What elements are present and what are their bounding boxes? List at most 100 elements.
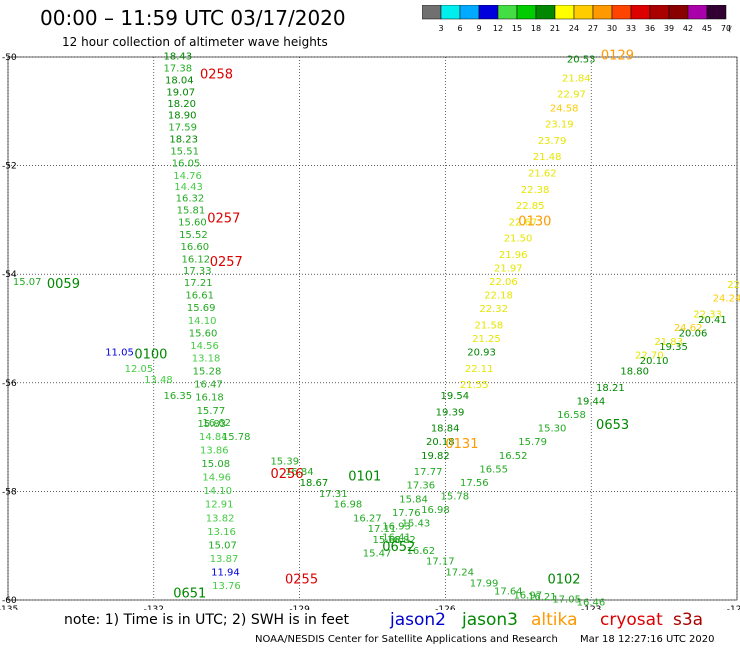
page-title: 00:00 – 11:59 UTC 03/17/2020 (40, 6, 346, 30)
colorbar-label: 33 (626, 24, 636, 33)
data-label: 17.77 (414, 467, 443, 478)
legend-jason2: jason2 (390, 610, 446, 630)
x-tick-label: -123 (581, 605, 601, 610)
y-tick-label: -56 (2, 379, 17, 389)
data-label: 15.51 (170, 147, 199, 158)
pass-time-label: 0652 (382, 540, 415, 555)
data-label: 16.61 (185, 291, 214, 302)
data-label: 15.08 (201, 459, 230, 470)
data-label: 17.11 (368, 524, 397, 535)
data-label: 22.67 (509, 217, 538, 228)
x-tick-label: -120 (727, 605, 740, 610)
pass-time-label: 0101 (348, 470, 381, 485)
data-label: 16.32 (176, 193, 205, 204)
data-label: 16.84 (285, 467, 314, 478)
data-label: 16.52 (499, 451, 528, 462)
footer-note: note: 1) Time is in UTC; 2) SWH is in fe… (64, 612, 350, 628)
data-label: 22.06 (489, 277, 518, 288)
colorbar-label: 70 (721, 24, 731, 33)
data-label: 16.60 (181, 242, 210, 253)
data-label: 20.10 (640, 356, 669, 367)
colorbar-label: 30 (607, 24, 617, 33)
colorbar-label: 36 (645, 24, 655, 33)
pass-time-label: 0059 (47, 277, 80, 292)
y-tick-label: -58 (2, 487, 17, 497)
data-label: 14.96 (202, 473, 231, 484)
data-label: 13.86 (200, 445, 229, 456)
pass-time-label: 0130 (518, 214, 551, 229)
colorbar-label: 15 (512, 24, 522, 33)
data-label: 22.11 (465, 364, 494, 375)
data-label: 20.06 (679, 329, 708, 340)
colorbar-swatch (706, 5, 727, 20)
colorbar-label: 21 (550, 24, 560, 33)
data-label: 19.82 (421, 451, 450, 462)
data-label: 17.76 (392, 508, 421, 519)
data-label: 16.21 (528, 592, 557, 603)
data-label: 21.96 (499, 250, 528, 261)
data-label: 16.97 (513, 590, 542, 601)
data-label: 19.07 (166, 88, 195, 99)
data-label: 15.28 (193, 367, 222, 378)
data-label: 13.18 (192, 354, 221, 365)
data-label: 15.69 (187, 303, 216, 314)
data-label: 16.93 (382, 521, 411, 532)
colorbar-label: 39 (664, 24, 674, 33)
data-label: 17.36 (407, 481, 436, 492)
data-label: 15.43 (402, 519, 431, 530)
data-label: 17.64 (494, 587, 523, 598)
data-label: 19.44 (577, 397, 606, 408)
timestamp-text: Mar 18 12:27:16 UTC 2020 (580, 634, 715, 645)
x-tick-label: -126 (435, 605, 456, 610)
pass-time-label: 0653 (596, 418, 629, 433)
data-label: 15.81 (177, 205, 206, 216)
data-label: 16.12 (182, 254, 211, 265)
pass-time-label: 0256 (270, 467, 303, 482)
colorbar-label: 18 (531, 24, 541, 33)
data-label: 16.27 (353, 513, 382, 524)
credit-text: NOAA/NESDIS Center for Satellite Applica… (255, 634, 558, 645)
legend-s3a: s3a (673, 610, 704, 630)
data-label: 13.16 (207, 527, 236, 538)
pass-time-label: 0131 (445, 437, 478, 452)
data-label: 11.94 (211, 568, 240, 579)
data-label: 16.58 (557, 410, 586, 421)
data-label: 22.3 (727, 280, 740, 291)
data-label: 20.18 (426, 437, 455, 448)
data-label: 19.54 (441, 391, 470, 402)
data-label: 22.18 (484, 291, 513, 302)
colorbar-label: 9 (476, 24, 481, 33)
colorbar-label: 12 (493, 24, 503, 33)
data-label: 17.99 (470, 578, 499, 589)
data-label: 14.43 (174, 182, 203, 193)
colorbar-label: 27 (588, 24, 598, 33)
legend-altika: altika (531, 610, 578, 630)
data-label: 16.41 (382, 532, 411, 543)
data-label: 15.47 (363, 549, 392, 560)
data-label: 16.35 (164, 391, 193, 402)
data-label: 16.05 (172, 159, 201, 170)
colorbar-label: 3 (438, 24, 443, 33)
data-label: 14.10 (203, 486, 232, 497)
pass-time-label: 0129 (601, 49, 634, 64)
data-label: 24.62 (674, 323, 703, 334)
data-label: 17.38 (164, 64, 193, 75)
data-label: 15.52 (179, 230, 208, 241)
data-label: 18.21 (596, 383, 625, 394)
colorbar-label: (ft) (728, 24, 732, 33)
x-tick-label: -132 (144, 605, 164, 610)
data-label: 16.55 (479, 464, 508, 475)
data-label: 21.55 (460, 380, 489, 391)
footer-note-line: note: 1) Time is in UTC; 2) SWH is in fe… (0, 610, 740, 634)
data-label: 21.58 (475, 321, 504, 332)
data-label: 20.41 (698, 315, 727, 326)
data-label: 21.97 (494, 263, 523, 274)
data-label: 15.60 (189, 329, 218, 340)
y-tick-label: -60 (2, 596, 17, 606)
data-label: 21.84 (562, 73, 591, 84)
data-label: 22.38 (521, 185, 550, 196)
data-label: 15.84 (399, 494, 428, 505)
data-label: 13.82 (206, 513, 235, 524)
pass-time-label: 0257 (210, 255, 243, 270)
data-label: 15.60 (178, 217, 207, 228)
